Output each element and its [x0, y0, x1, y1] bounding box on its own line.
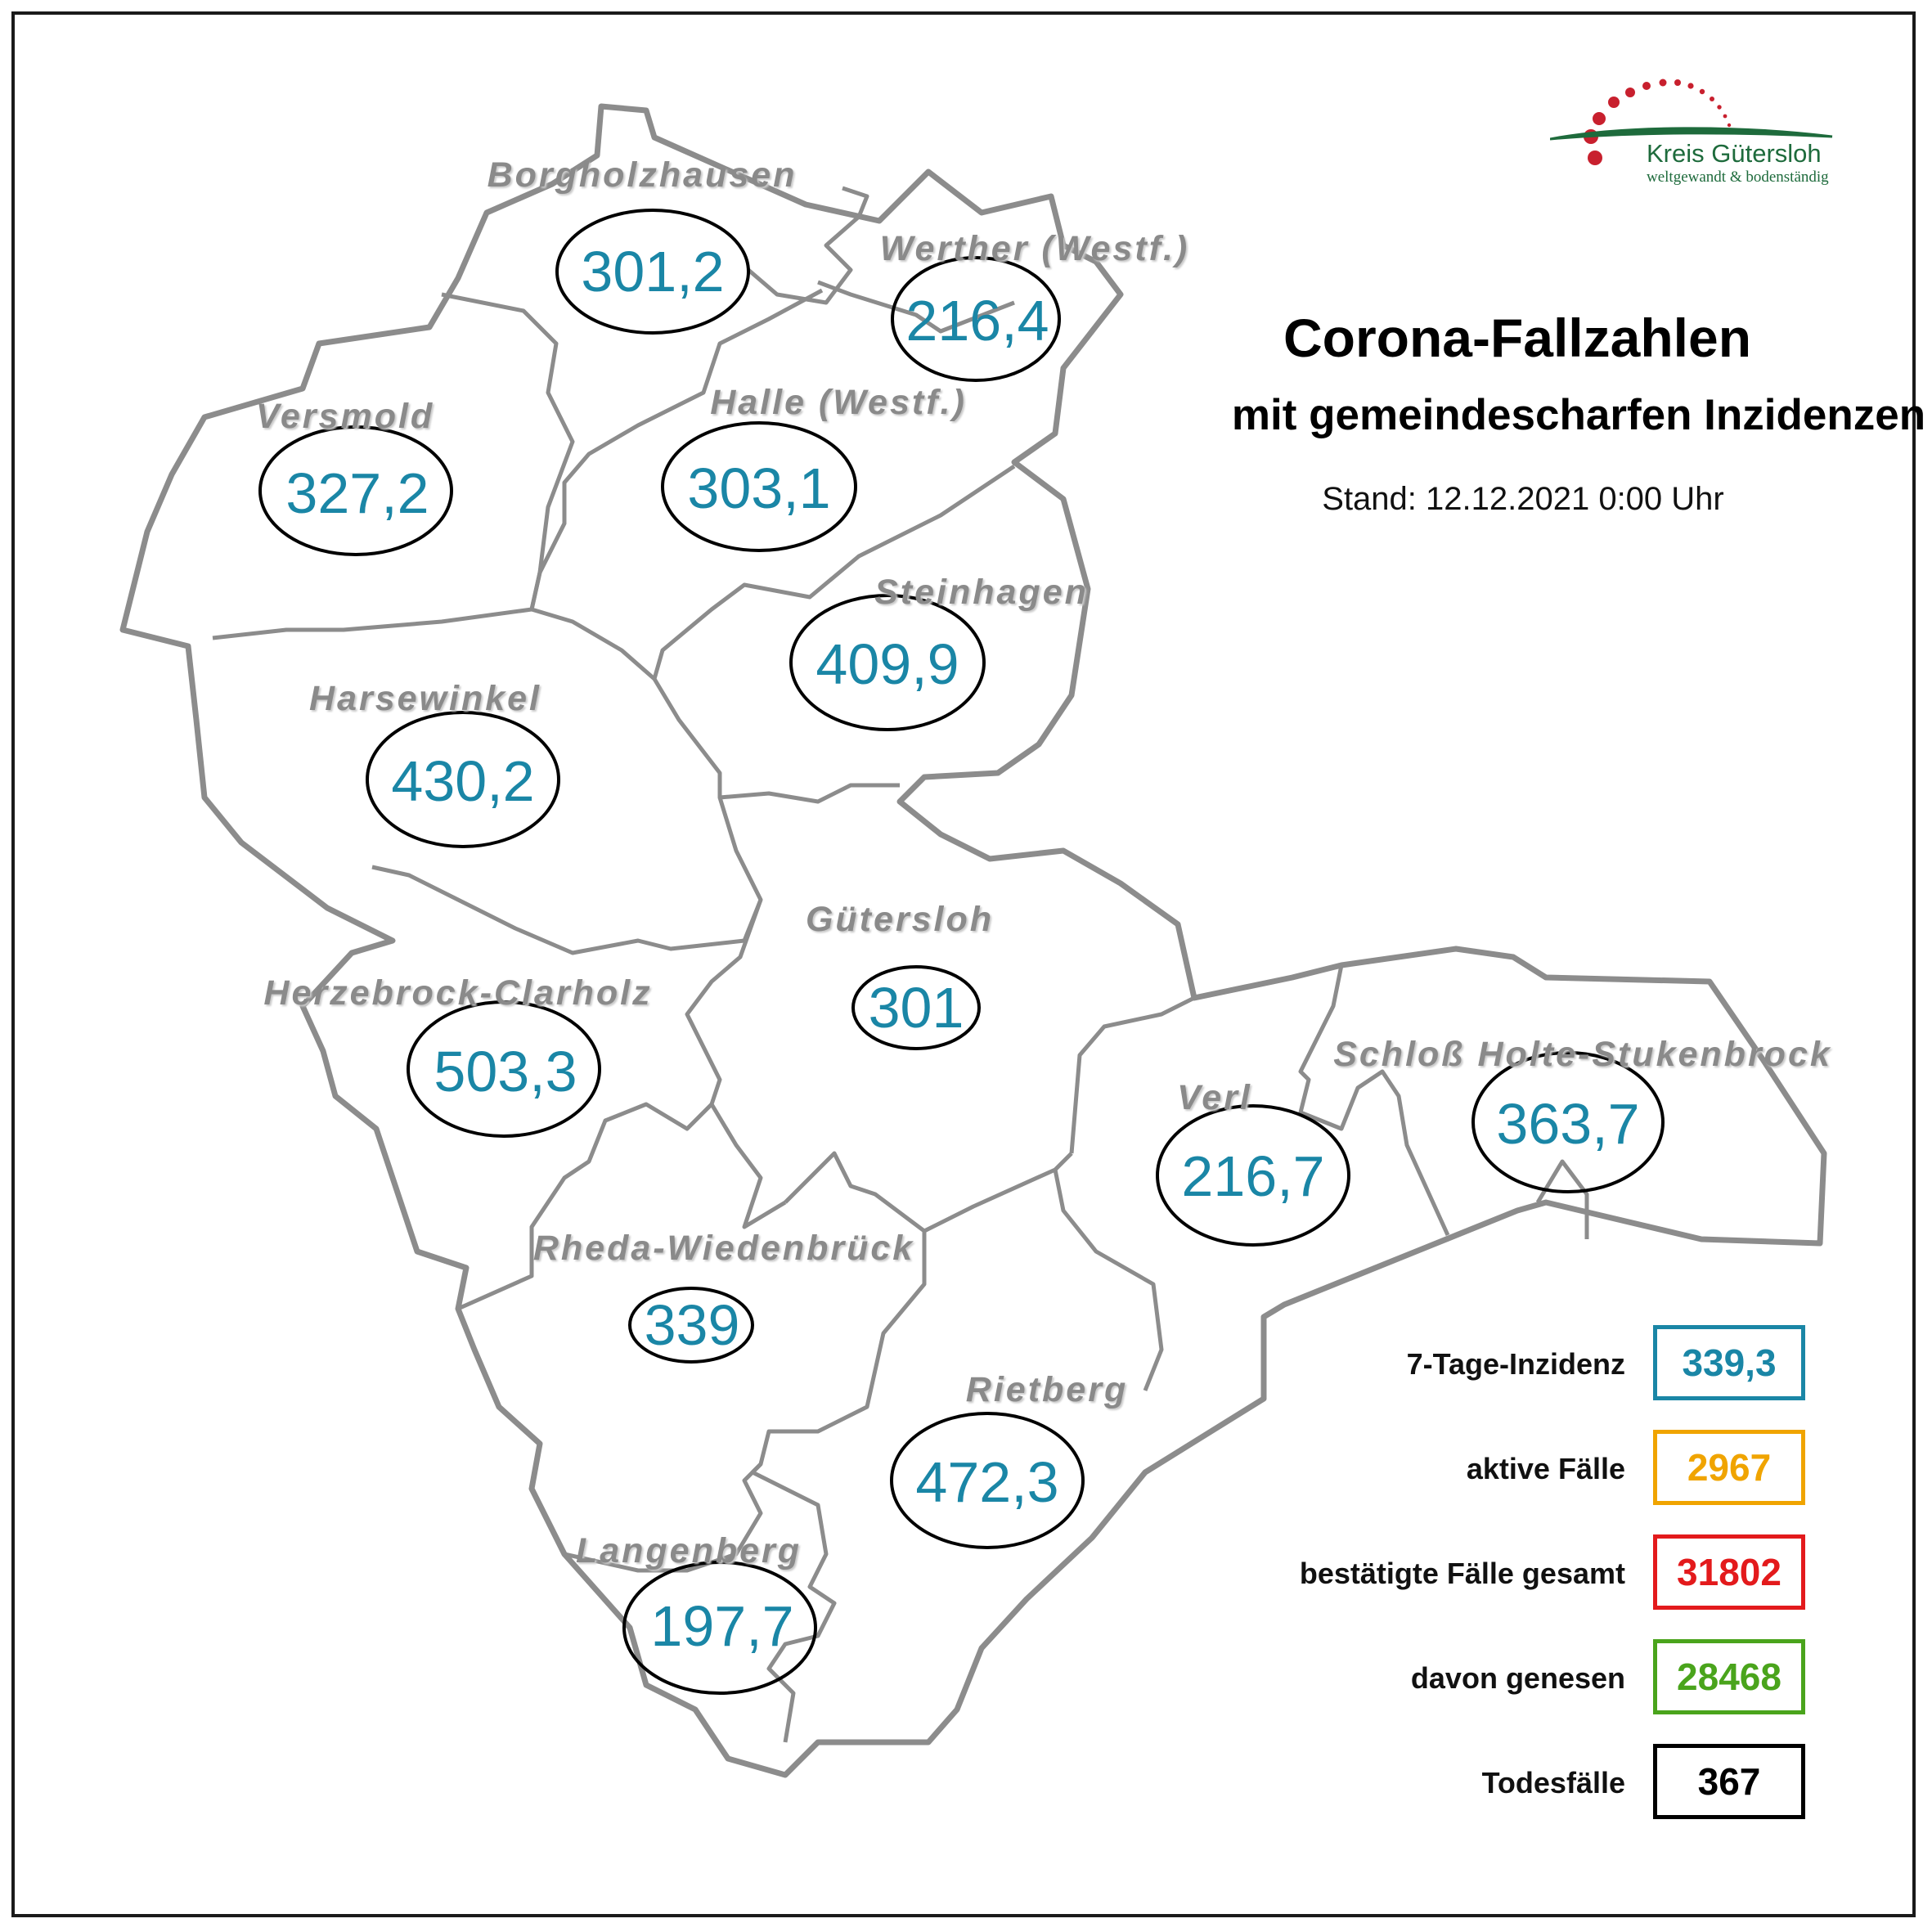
legend-label-incidence: 7-Tage-Inzidenz — [1406, 1347, 1625, 1381]
ellipse-halle — [661, 421, 857, 552]
legend-label-deaths: Todesfälle — [1481, 1766, 1625, 1799]
value-shs: 363,7 — [1496, 1092, 1640, 1156]
ellipse-steinhagen — [789, 594, 986, 731]
value-rietberg: 472,3 — [915, 1450, 1059, 1514]
ellipse-langenberg — [622, 1561, 817, 1695]
ellipse-versmold — [258, 425, 453, 556]
logo-name: Kreis Gütersloh — [1647, 139, 1822, 168]
label-halle: Halle (Westf.) — [710, 383, 967, 422]
value-verl: 216,7 — [1181, 1144, 1325, 1208]
value-harsewinkel: 430,2 — [391, 749, 535, 813]
ellipse-harsewinkel — [366, 711, 560, 848]
label-shs: Schloß Holte-Stukenbrock — [1333, 1035, 1832, 1074]
ellipse-rheda — [628, 1287, 754, 1364]
ellipse-herzebrock — [407, 1000, 601, 1138]
data-timestamp: Stand: 12.12.2021 0:00 Uhr — [1322, 481, 1724, 517]
ellipse-werther — [891, 256, 1061, 382]
logo-tagline: weltgewandt & bodenständig — [1647, 168, 1829, 186]
legend-value-incidence: 339,3 — [1653, 1325, 1805, 1400]
value-borgholzhausen: 301,2 — [581, 240, 725, 303]
label-rheda: Rheda-Wiedenbrück — [532, 1229, 915, 1268]
legend-value-deaths: 367 — [1653, 1744, 1805, 1819]
legend-label-recovered: davon genesen — [1410, 1661, 1625, 1695]
municipal-borders — [212, 186, 1589, 1743]
value-herzebrock: 503,3 — [434, 1040, 577, 1103]
value-guetersloh: 301 — [868, 976, 964, 1040]
ellipse-guetersloh — [851, 965, 981, 1050]
label-harsewinkel: Harsewinkel — [309, 679, 541, 718]
value-ellipses — [258, 209, 1665, 1695]
label-herzebrock: Herzebrock-Clarholz — [263, 973, 653, 1013]
legend-value-active: 2967 — [1653, 1430, 1805, 1505]
value-langenberg: 197,7 — [650, 1594, 794, 1658]
value-rheda: 339 — [644, 1293, 740, 1357]
ellipse-verl — [1156, 1104, 1350, 1247]
label-werther: Werther (Westf.) — [879, 229, 1190, 268]
ellipse-borgholzhausen — [555, 209, 750, 335]
label-borgholzhausen: Borgholzhausen — [487, 155, 798, 195]
ellipse-rietberg — [890, 1412, 1085, 1549]
label-verl: Verl — [1177, 1078, 1252, 1117]
value-steinhagen: 409,9 — [815, 632, 959, 696]
page-title: Corona-Fallzahlen — [1283, 308, 1752, 368]
label-guetersloh: Gütersloh — [805, 900, 995, 939]
value-werther: 216,4 — [905, 289, 1049, 353]
label-rietberg: Rietberg — [965, 1370, 1129, 1409]
legend-value-confirmed: 31802 — [1653, 1534, 1805, 1610]
legend-value-recovered: 28468 — [1653, 1639, 1805, 1714]
label-versmold: Versmold — [255, 397, 435, 436]
label-steinhagen: Steinhagen — [874, 573, 1089, 612]
value-versmold: 327,2 — [285, 461, 429, 525]
kreis-guetersloh-logo — [1550, 79, 1833, 165]
ellipse-shs — [1471, 1051, 1665, 1193]
map-frame — [11, 11, 1916, 1917]
page-subtitle: mit gemeindescharfen Inzidenzen — [1231, 391, 1926, 439]
legend-label-active: aktive Fälle — [1466, 1452, 1625, 1485]
legend-label-confirmed: bestätigte Fälle gesamt — [1299, 1557, 1625, 1590]
label-langenberg: Langenberg — [575, 1531, 802, 1570]
value-halle: 303,1 — [687, 456, 831, 520]
